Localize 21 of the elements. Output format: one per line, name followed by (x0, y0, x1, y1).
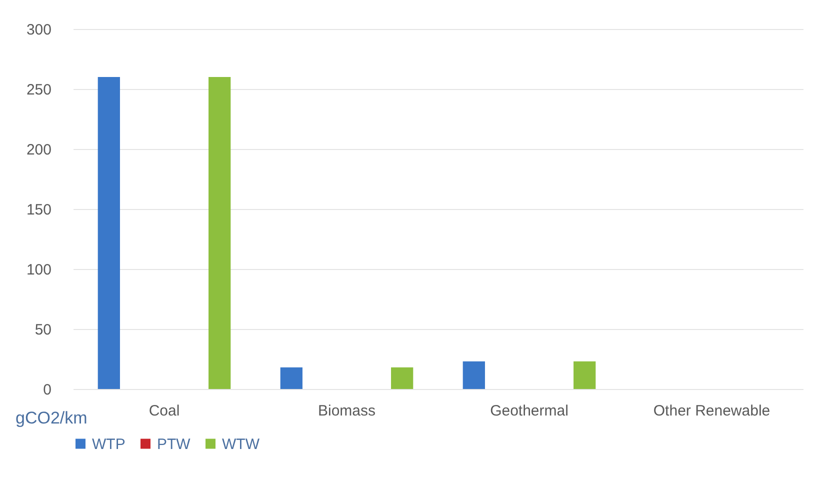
x-tick-label: Coal (148, 402, 180, 420)
x-tick-label: Biomass (318, 402, 376, 420)
y-tick-label: 0 (43, 382, 52, 398)
x-tick-label: Geothermal (490, 402, 568, 420)
y-tick-label: 250 (26, 82, 52, 98)
legend-label: WTW (222, 436, 260, 453)
bar (391, 367, 414, 389)
bar (208, 77, 231, 389)
legend-label: PTW (157, 436, 192, 453)
bar (462, 361, 485, 389)
bar (574, 361, 596, 389)
bar (98, 77, 120, 389)
y-tick-label: 300 (26, 22, 52, 38)
y-tick-label: 100 (26, 262, 52, 278)
y-tick-label: 50 (34, 322, 52, 338)
legend-label: WTP (92, 436, 126, 453)
y-tick-label: 150 (26, 202, 52, 218)
y-axis-title: gCO2/km (16, 408, 88, 428)
y-tick-label: 200 (26, 142, 52, 158)
x-tick-label: Other Renewable (653, 402, 770, 420)
bar (280, 367, 302, 389)
